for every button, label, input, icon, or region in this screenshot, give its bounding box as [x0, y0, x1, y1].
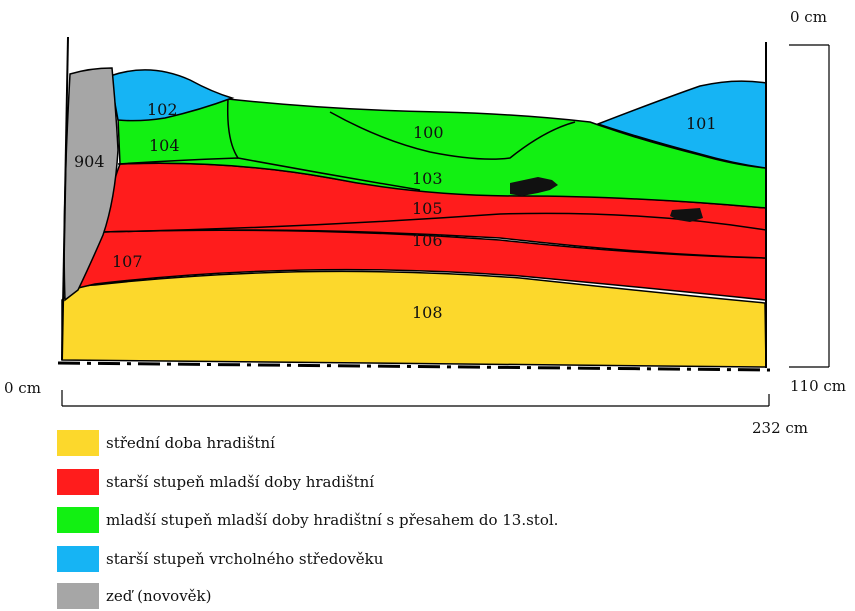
- legend-item: zeď (novověk): [57, 583, 757, 611]
- inclusion-black-2: [670, 208, 703, 222]
- boundary-104-103: [226, 98, 239, 159]
- legend-label: střední doba hradištní: [106, 434, 275, 452]
- legend-swatch: [57, 546, 99, 572]
- depth-label-bottom: 110 cm: [790, 377, 847, 395]
- label-904: 904: [74, 152, 105, 171]
- legend-swatch: [57, 469, 99, 495]
- width-label-left: 0 cm: [4, 379, 41, 397]
- legend-swatch: [57, 507, 99, 533]
- width-label-right: 232 cm: [752, 419, 809, 437]
- legend-item: starší stupeň vrcholného středověku: [57, 546, 757, 574]
- legend-swatch: [57, 583, 99, 609]
- label-104: 104: [149, 136, 180, 155]
- label-103: 103: [412, 169, 443, 188]
- label-108: 108: [412, 303, 443, 322]
- layer-102: [109, 69, 235, 122]
- label-101: 101: [686, 114, 717, 133]
- left-edge-line: [61, 36, 69, 361]
- layer-108: [61, 270, 767, 368]
- stratigraphic-profile: 904 102 101 104 100 103 105 106 107 108: [57, 36, 830, 407]
- label-100: 100: [413, 123, 444, 142]
- legend-label: starší stupeň vrcholného středověku: [106, 550, 384, 568]
- legend-item: střední doba hradištní: [57, 430, 757, 458]
- inclusion-black-1: [510, 177, 558, 196]
- legend-label: mladší stupeň mladší doby hradištní s př…: [106, 511, 559, 529]
- legend-item: starší stupeň mladší doby hradištní: [57, 469, 757, 497]
- label-105: 105: [412, 199, 443, 218]
- label-102: 102: [147, 100, 178, 119]
- legend-label: starší stupeň mladší doby hradištní: [106, 473, 375, 491]
- boundary-104-105: [117, 157, 421, 191]
- boundary-100: [329, 111, 576, 160]
- depth-label-top: 0 cm: [790, 8, 827, 26]
- legend-swatch: [57, 430, 99, 456]
- label-107: 107: [112, 252, 143, 271]
- legend-item: mladší stupeň mladší doby hradištní s př…: [57, 507, 757, 535]
- legend-label: zeď (novověk): [106, 587, 212, 605]
- label-106: 106: [412, 231, 443, 250]
